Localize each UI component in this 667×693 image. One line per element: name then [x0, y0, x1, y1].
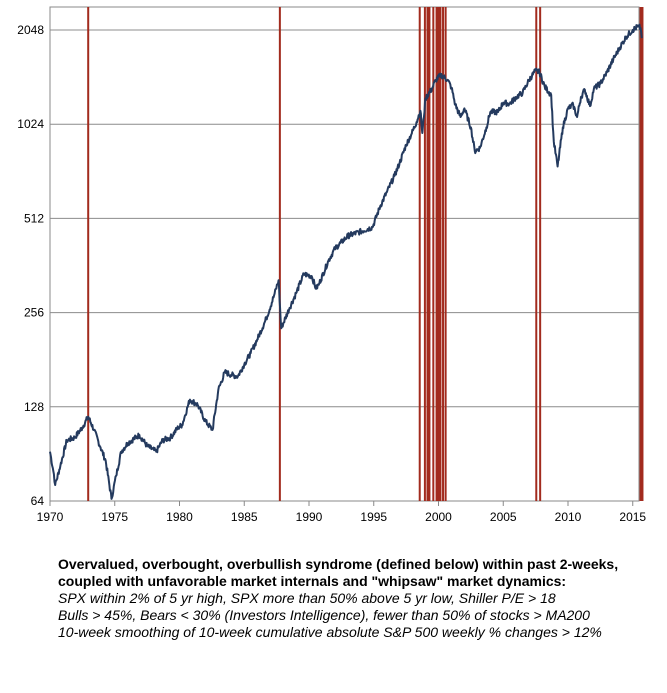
- caption-condition-3: 10-week smoothing of 10-week cumulative …: [58, 624, 602, 640]
- signal-bar: [437, 7, 440, 501]
- x-tick-label: 1990: [296, 510, 323, 524]
- signal-bar: [432, 7, 435, 501]
- x-tick-label: 2015: [619, 510, 646, 524]
- signal-bar: [426, 7, 429, 501]
- signal-bar: [444, 7, 447, 501]
- x-tick-label: 1985: [231, 510, 258, 524]
- signal-bar: [435, 7, 438, 501]
- plot-frame: [49, 6, 640, 502]
- signal-bar: [539, 7, 542, 501]
- chart-area: 64 128 256 512 1024 2048 1970 1975 1980 1985 1990…: [17, 6, 646, 524]
- y-tick-label: 512: [24, 211, 44, 225]
- signal-bar: [439, 7, 442, 501]
- signal-bar: [639, 7, 642, 501]
- x-tick-label: 2000: [425, 510, 452, 524]
- y-tick-label: 1024: [17, 117, 44, 131]
- y-tick-label: 128: [24, 400, 44, 414]
- x-tick-label: 2005: [490, 510, 517, 524]
- signal-bar: [418, 7, 421, 501]
- y-tick-label: 64: [31, 494, 45, 508]
- x-axis-ticks: 1970 1975 1980 1985 1990 1995 2000 2005 2010 2015: [37, 501, 646, 524]
- signal-bar: [87, 7, 90, 501]
- caption-title: Overvalued, overbought, overbullish synd…: [58, 556, 619, 589]
- x-tick-label: 1970: [37, 510, 64, 524]
- y-tick-label: 2048: [17, 23, 44, 37]
- x-tick-label: 2010: [555, 510, 582, 524]
- signal-bar: [278, 7, 281, 501]
- signal-bar: [535, 7, 538, 501]
- signal-bar: [423, 7, 426, 501]
- y-tick-label: 256: [24, 306, 44, 320]
- caption-condition-1: SPX within 2% of 5 yr high, SPX more tha…: [58, 590, 556, 606]
- series-group: [49, 23, 643, 500]
- signal-bar: [641, 7, 644, 501]
- chart-caption: Overvalued, overbought, overbullish synd…: [58, 556, 658, 641]
- signal-bar: [428, 7, 431, 501]
- x-tick-label: 1975: [101, 510, 128, 524]
- signal-bar: [442, 7, 445, 501]
- spx-series-line: [49, 23, 643, 500]
- y-axis-ticks: 64 128 256 512 1024 2048: [17, 23, 44, 508]
- caption-condition-2: Bulls > 45%, Bears < 30% (Investors Inte…: [58, 607, 590, 623]
- x-tick-label: 1995: [360, 510, 387, 524]
- signal-bars: [87, 7, 644, 501]
- x-tick-label: 1980: [166, 510, 193, 524]
